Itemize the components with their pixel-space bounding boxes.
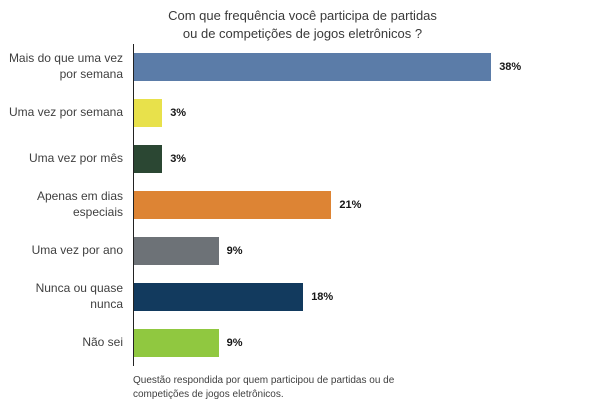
value-label: 21% <box>339 199 362 211</box>
category-label: Nunca ou quase nunca <box>35 281 123 311</box>
bar-area: 3% <box>133 90 605 136</box>
value-label: 3% <box>170 107 187 119</box>
bar-row: Nunca ou quase nunca 18% <box>5 274 605 320</box>
category-label: Mais do que uma vez por semana <box>8 51 123 81</box>
bar-area: 38% <box>133 44 605 90</box>
bar-row: Não sei 9% <box>5 320 605 366</box>
category-label: Não sei <box>82 335 123 350</box>
bar <box>134 191 332 219</box>
value-label: 9% <box>226 245 243 257</box>
chart-title: Com que frequência você participa de par… <box>168 8 437 41</box>
bar-row: Mais do que uma vez por semana 38% <box>5 44 605 90</box>
plot-area: Mais do que uma vez por semana 38% Uma vez… <box>5 44 605 366</box>
bar-area: 9% <box>133 228 605 274</box>
value-label: 18% <box>311 291 334 303</box>
bar <box>134 99 163 127</box>
bar <box>134 53 492 81</box>
bar-row: Uma vez por semana 3% <box>5 90 605 136</box>
category-label: Uma vez por ano <box>31 243 123 258</box>
category-label: Apenas em dias especiais <box>36 189 123 219</box>
bar <box>134 145 163 173</box>
bar <box>134 283 304 311</box>
bar-row: Uma vez por mês 3% <box>5 136 605 182</box>
bar-area: 3% <box>133 136 605 182</box>
category-label: Uma vez por mês <box>28 151 123 166</box>
bar-row: Apenas em dias especiais 21% <box>5 182 605 228</box>
bar-area: 9% <box>133 320 605 366</box>
category-label: Uma vez por semana <box>8 105 123 120</box>
chart-footnote: Questão respondida por quem participou d… <box>133 375 395 400</box>
bar-area: 21% <box>133 182 605 228</box>
value-label: 3% <box>170 153 187 165</box>
bar <box>134 237 219 265</box>
bar-area: 18% <box>133 274 605 320</box>
value-label: 9% <box>226 337 243 349</box>
value-label: 38% <box>499 61 522 73</box>
bar-row: Uma vez por ano 9% <box>5 228 605 274</box>
bar <box>134 329 219 357</box>
